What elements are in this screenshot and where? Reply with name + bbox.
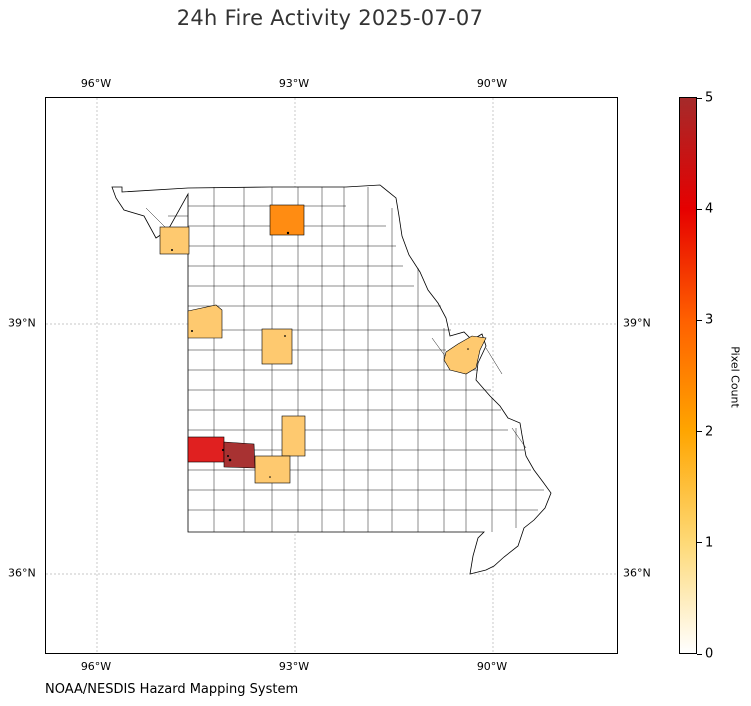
colorbar-tick-label: 3 — [705, 312, 714, 328]
county-fill-benton — [261, 328, 293, 365]
map-title: 24h Fire Activity 2025-07-07 — [176, 6, 484, 30]
lat-tick-right-39n: 39°N — [623, 316, 651, 330]
lat-tick-right-36n: 36°N — [623, 566, 651, 580]
county-map[interactable] — [46, 98, 618, 654]
colorbar-tick-label: 0 — [705, 646, 714, 662]
lon-tick-bottom-96w: 96°W — [80, 660, 112, 673]
map-panel[interactable] — [45, 97, 618, 654]
data-credit: NOAA/NESDIS Hazard Mapping System — [45, 682, 299, 697]
county-fill-sullivan — [269, 204, 305, 236]
fire-point — [228, 458, 232, 462]
fire-point — [467, 348, 469, 350]
lon-tick-top-96w: 96°W — [80, 77, 112, 90]
fire-point — [171, 249, 173, 251]
colorbar-tick-mark — [697, 97, 702, 99]
colorbar-tick-label: 2 — [705, 424, 714, 440]
lon-tick-top-93w: 93°W — [278, 77, 310, 90]
colorbar-tick-mark — [697, 319, 702, 321]
fire-point — [269, 476, 271, 478]
fire-counties — [159, 204, 487, 484]
lat-tick-left-36n: 36°N — [8, 566, 36, 580]
county-fill-jasper — [187, 436, 225, 463]
county-fill-greene — [254, 455, 291, 484]
colorbar-tick-mark — [697, 653, 702, 655]
fire-point — [286, 231, 290, 235]
colorbar-tick-mark — [697, 542, 702, 544]
missouri-outline — [111, 184, 552, 575]
county-fill-jackson — [187, 304, 223, 339]
fire-point — [221, 448, 225, 452]
lon-tick-bottom-90w: 90°W — [476, 660, 508, 673]
colorbar-tick-mark — [697, 208, 702, 210]
colorbar-tick-label: 1 — [705, 535, 714, 551]
fire-point — [227, 455, 229, 457]
colorbar-tick-label: 4 — [705, 201, 714, 217]
fire-point — [191, 330, 193, 332]
colorbar — [679, 97, 697, 654]
county-fill-lawrence — [223, 441, 256, 469]
fire-point — [284, 335, 286, 337]
county-fill-st-charles — [443, 335, 487, 375]
lon-tick-bottom-93w: 93°W — [278, 660, 310, 673]
county-fill-polk — [281, 415, 306, 457]
colorbar-tick-mark — [697, 431, 702, 433]
colorbar-label: Pixel Count — [728, 346, 742, 408]
county-fill-gentry — [159, 226, 190, 255]
colorbar-tick-label: 5 — [705, 90, 714, 106]
lat-tick-left-39n: 39°N — [8, 316, 36, 330]
lon-tick-top-90w: 90°W — [476, 77, 508, 90]
fire-detections — [171, 231, 469, 478]
